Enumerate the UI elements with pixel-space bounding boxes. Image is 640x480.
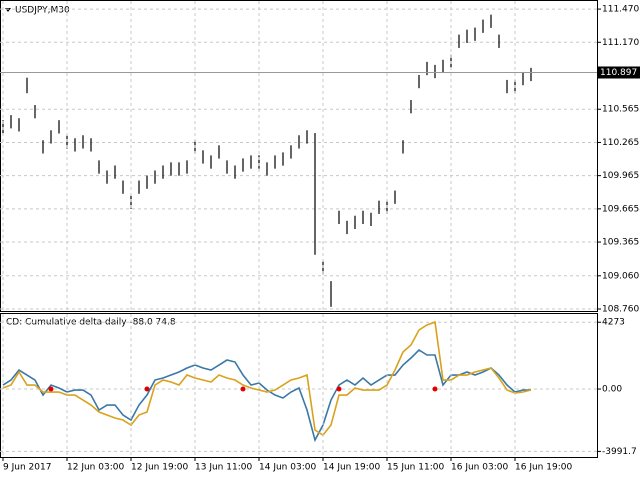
reset-marker [144,386,150,392]
delta-line [2,320,532,437]
y-tick-label: 111.470 [602,5,639,15]
y-tick-label: 109.060 [602,271,639,281]
x-tick-label: 9 Jun 2017 [3,463,51,473]
x-tick-label: 13 Jun 11:00 [195,463,252,473]
delta-line [2,348,531,443]
x-tick-label: 14 Jun 19:00 [323,463,380,473]
x-tick-label: 12 Jun 19:00 [131,463,188,473]
y-tick-label: -3991.7 [602,447,637,457]
y-tick-label: 108.760 [602,305,639,315]
y-tick-label: 110.265 [602,138,639,148]
x-tick-label: 15 Jun 11:00 [387,463,444,473]
y-tick-label: 109.965 [602,171,639,181]
reset-marker [240,386,246,392]
last-price-box [597,66,640,79]
x-tick-label: 16 Jun 19:00 [515,463,572,473]
reset-marker [336,386,342,392]
x-tick-label: 16 Jun 03:00 [451,463,508,473]
y-tick-label: 111.170 [602,38,639,48]
chart-title: USDJPY,M30 [15,6,70,16]
y-tick-label: 110.565 [602,105,639,115]
x-tick-label: 14 Jun 03:00 [259,463,316,473]
main-frame [0,0,598,312]
last-price-label: 110.897 [600,68,637,78]
reset-marker [432,386,438,392]
y-tick-label: 4273 [602,318,625,328]
reset-marker [48,386,54,392]
y-tick-label: 109.365 [602,238,639,248]
y-tick-label: 109.665 [602,204,639,214]
x-tick-label: 12 Jun 03:00 [67,463,124,473]
indicator-frame [0,313,598,458]
y-tick-label: 0.00 [602,385,622,395]
